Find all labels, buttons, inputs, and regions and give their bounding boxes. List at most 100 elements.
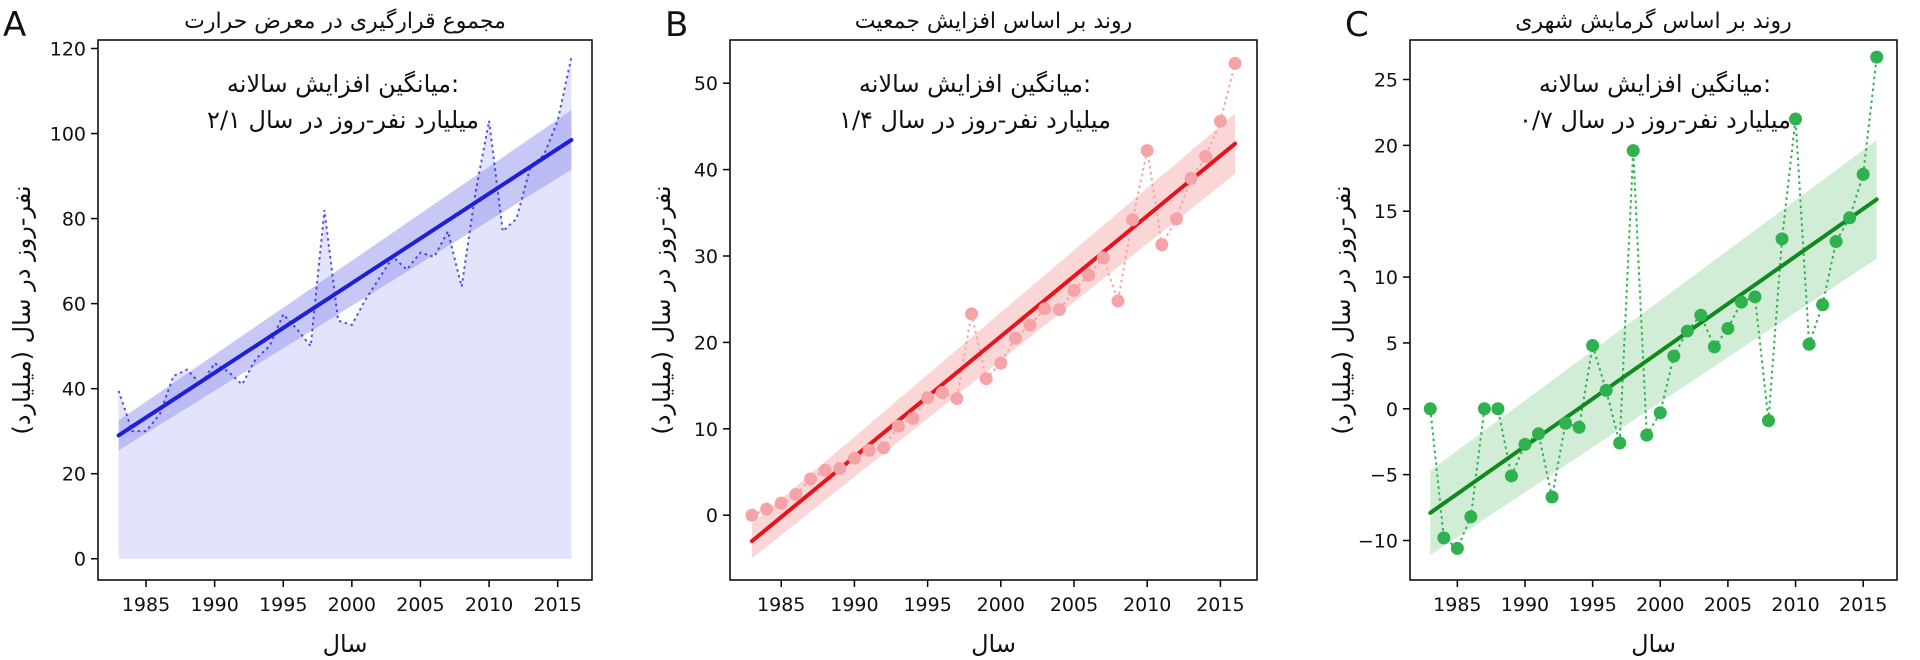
y-axis-label: نفر-روز در سال (میلیارد) [648, 185, 676, 434]
series-line [117, 56, 573, 433]
x-tick-label: 2000 [328, 594, 376, 616]
data-point [1680, 324, 1694, 338]
y-tick-label: 0 [74, 549, 86, 571]
series-line [1429, 57, 1878, 550]
data-point [818, 463, 832, 477]
series-line [751, 63, 1237, 517]
data-point [994, 356, 1008, 370]
data-point [1856, 167, 1870, 181]
x-tick-label: 2015 [1196, 594, 1244, 616]
x-axis-label: سال [971, 630, 1016, 658]
data-point [847, 451, 861, 465]
panel-letter: C [1345, 5, 1369, 45]
y-tick-label: 20 [1374, 135, 1398, 157]
plot-frame [97, 39, 593, 581]
chart-title: روند بر اساس افزایش جمعیت [855, 9, 1132, 34]
data-point [1228, 56, 1242, 70]
x-tick-label: 2000 [977, 594, 1025, 616]
plot-area [1423, 50, 1884, 555]
data-point [1572, 420, 1586, 434]
data-point [935, 386, 949, 400]
data-point [1545, 490, 1559, 504]
data-point [1450, 541, 1464, 555]
data-point [1707, 340, 1721, 354]
data-point [1140, 144, 1154, 158]
data-point [1843, 211, 1857, 225]
data-point [1748, 290, 1762, 304]
data-point [1694, 308, 1708, 322]
y-tick-label: 0 [1386, 399, 1398, 421]
y-tick-label: 120 [50, 39, 86, 61]
x-tick-label: 1995 [903, 594, 951, 616]
data-point [1734, 295, 1748, 309]
data-point [745, 508, 759, 522]
chart-panel-b: 1985 1990 1995 2000 2005 2010 2015 0 10 20 30 40 50 ر… [648, 5, 1258, 658]
data-point [1667, 349, 1681, 363]
data-point [1199, 150, 1213, 164]
data-point [1518, 437, 1532, 451]
data-point [1532, 427, 1546, 441]
trend-line [749, 141, 1238, 544]
data-point [1169, 212, 1183, 226]
plot-area [745, 56, 1242, 559]
annotation-line-2: ۱/۴ میلیارد نفر-روز در سال [839, 106, 1111, 134]
x-tick-label: 1990 [1501, 594, 1549, 616]
y-tick-label: 80 [62, 209, 86, 231]
chart-title: روند بر اساس گرمایش شهری [1515, 8, 1791, 34]
y-tick-label: 30 [694, 246, 718, 268]
area-fill [118, 57, 572, 559]
panel-letter: A [3, 5, 26, 45]
data-point [1213, 114, 1227, 128]
data-point [804, 472, 818, 486]
data-point [891, 419, 905, 433]
confidence-band [118, 110, 572, 451]
trend-line [1428, 197, 1879, 515]
x-tick-label: 1985 [1433, 594, 1481, 616]
data-point [1870, 50, 1884, 64]
y-tick-label: 60 [62, 294, 86, 316]
x-tick-label: 2010 [465, 594, 513, 616]
chart-panel-a: 1985 1990 1995 2000 2005 2010 2015 0 20 40 60 80 100… [3, 5, 593, 658]
y-tick-label: 40 [694, 160, 718, 182]
y-tick-label: 40 [62, 379, 86, 401]
data-point [1761, 414, 1775, 428]
data-point [1599, 383, 1613, 397]
x-tick-label: 1985 [122, 594, 170, 616]
y-tick-label: 10 [694, 419, 718, 441]
x-tick-label: 1990 [190, 594, 238, 616]
data-point [950, 392, 964, 406]
y-tick-label: 100 [50, 124, 86, 146]
data-point [1586, 339, 1600, 353]
trend-line [116, 137, 574, 438]
data-point [979, 372, 993, 386]
data-point [1155, 238, 1169, 252]
y-axis-label: نفر-روز در سال (میلیارد) [1328, 185, 1356, 434]
x-tick-label: 2005 [1050, 594, 1098, 616]
x-tick-label: 1995 [259, 594, 307, 616]
data-point [1423, 402, 1437, 416]
x-tick-label: 2015 [534, 594, 582, 616]
annotation-line-2: ۰/۷ میلیارد نفر-روز در سال [1519, 106, 1791, 134]
data-point [1559, 416, 1573, 430]
y-tick-label: −5 [1370, 465, 1398, 487]
data-point [1613, 436, 1627, 450]
confidence-band [1430, 140, 1877, 555]
data-point [1477, 402, 1491, 416]
data-point [1464, 510, 1478, 524]
data-point [833, 462, 847, 476]
x-tick-label: 2015 [1839, 594, 1887, 616]
y-tick-label: 20 [694, 332, 718, 354]
y-axis-label: نفر-روز در سال (میلیارد) [8, 185, 36, 434]
y-tick-label: 0 [706, 505, 718, 527]
annotation-line-1: میانگین افزایش سالانه: [227, 70, 459, 98]
x-axis-label: سال [323, 630, 368, 658]
data-point [1653, 406, 1667, 420]
data-point [1640, 428, 1654, 442]
data-point [1626, 144, 1640, 158]
data-point [1504, 469, 1518, 483]
data-point [906, 411, 920, 425]
data-point [760, 502, 774, 516]
y-tick-label: 50 [694, 73, 718, 95]
data-point [1111, 294, 1125, 308]
